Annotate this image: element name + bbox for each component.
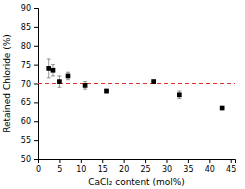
chart: 0 5 10 15 20 25 30 35 40 45 50 55 60 65 70 75 80 85 90 CaCl…	[0, 0, 245, 189]
tick-label: 70	[21, 80, 31, 89]
tick: 60	[21, 117, 38, 126]
point	[177, 92, 182, 97]
tick: 50	[21, 155, 38, 164]
tick-label: 25	[140, 165, 150, 174]
tick-label: 45	[226, 165, 236, 174]
point	[104, 89, 109, 94]
tick: 10	[76, 159, 86, 174]
tick: 90	[21, 4, 38, 13]
tick-mark	[34, 46, 38, 47]
tick: 80	[21, 42, 38, 51]
x-axis-title: CaCl₂ content (mol%)	[88, 177, 185, 187]
tick-mark	[34, 140, 38, 141]
y-axis: 50 55 60 65 70 75 80 85 90	[21, 4, 39, 164]
tick: 25	[140, 159, 150, 174]
tick-label: 15	[98, 165, 108, 174]
tick: 5	[57, 159, 62, 174]
tick-label: 60	[21, 117, 31, 126]
tick: 70	[21, 80, 38, 89]
tick-label: 5	[57, 165, 62, 174]
tick-label: 50	[21, 155, 31, 164]
tick: 0	[36, 159, 41, 174]
error-bar	[105, 89, 109, 93]
error-bar	[51, 65, 55, 76]
tick-mark	[102, 159, 103, 163]
point	[66, 74, 71, 79]
tick: 35	[183, 159, 193, 174]
error-bar	[83, 82, 87, 90]
error-bar	[66, 72, 70, 80]
tick: 45	[226, 159, 236, 174]
error-bar	[152, 80, 156, 84]
point	[83, 83, 88, 88]
tick: 20	[119, 159, 129, 174]
tick-mark	[34, 84, 38, 85]
x-axis: 0 5 10 15 20 25 30 35 40 45	[36, 159, 236, 174]
tick-mark	[34, 102, 38, 103]
tick-mark	[34, 159, 38, 160]
point	[57, 79, 62, 84]
tick: 30	[162, 159, 172, 174]
tick-label: 40	[205, 165, 215, 174]
tick-mark	[59, 159, 60, 163]
tick-label: 35	[183, 165, 193, 174]
tick: 15	[98, 159, 108, 174]
marks	[38, 59, 235, 110]
tick-label: 65	[21, 98, 31, 107]
error-bar	[57, 76, 61, 87]
tick: 85	[21, 23, 38, 32]
error-bar	[47, 59, 51, 78]
point	[51, 68, 56, 73]
point	[46, 66, 51, 71]
plot: 0 5 10 15 20 25 30 35 40 45 50 55 60 65 70 75 80 85 90	[21, 4, 236, 174]
tick-mark	[124, 159, 125, 163]
tick-label: 0	[36, 165, 41, 174]
tick-mark	[188, 159, 189, 163]
tick-label: 75	[21, 61, 31, 70]
axis-line	[34, 9, 39, 160]
tick-label: 80	[21, 42, 31, 51]
tick-mark	[145, 159, 146, 163]
point	[151, 79, 156, 84]
tick-mark	[34, 27, 38, 28]
tick-mark	[81, 159, 82, 163]
tick-label: 85	[21, 23, 31, 32]
y-axis-title: Retained Chloride (%)	[2, 34, 12, 133]
tick: 65	[21, 98, 38, 107]
tick: 75	[21, 61, 38, 70]
tick-label: 90	[21, 4, 31, 13]
tick-mark	[166, 159, 167, 163]
tick-mark	[209, 159, 210, 163]
tick-label: 55	[21, 136, 31, 145]
axis-line	[39, 160, 236, 164]
tick-mark	[34, 121, 38, 122]
tick-label: 30	[162, 165, 172, 174]
error-bar	[177, 91, 181, 99]
tick-label: 10	[76, 165, 86, 174]
tick-mark	[34, 8, 38, 9]
tick-mark	[34, 65, 38, 66]
tick: 55	[21, 136, 38, 145]
point	[220, 106, 225, 111]
tick-mark	[231, 159, 232, 163]
tick-label: 20	[119, 165, 129, 174]
reference-line	[38, 83, 235, 84]
tick: 40	[205, 159, 215, 174]
